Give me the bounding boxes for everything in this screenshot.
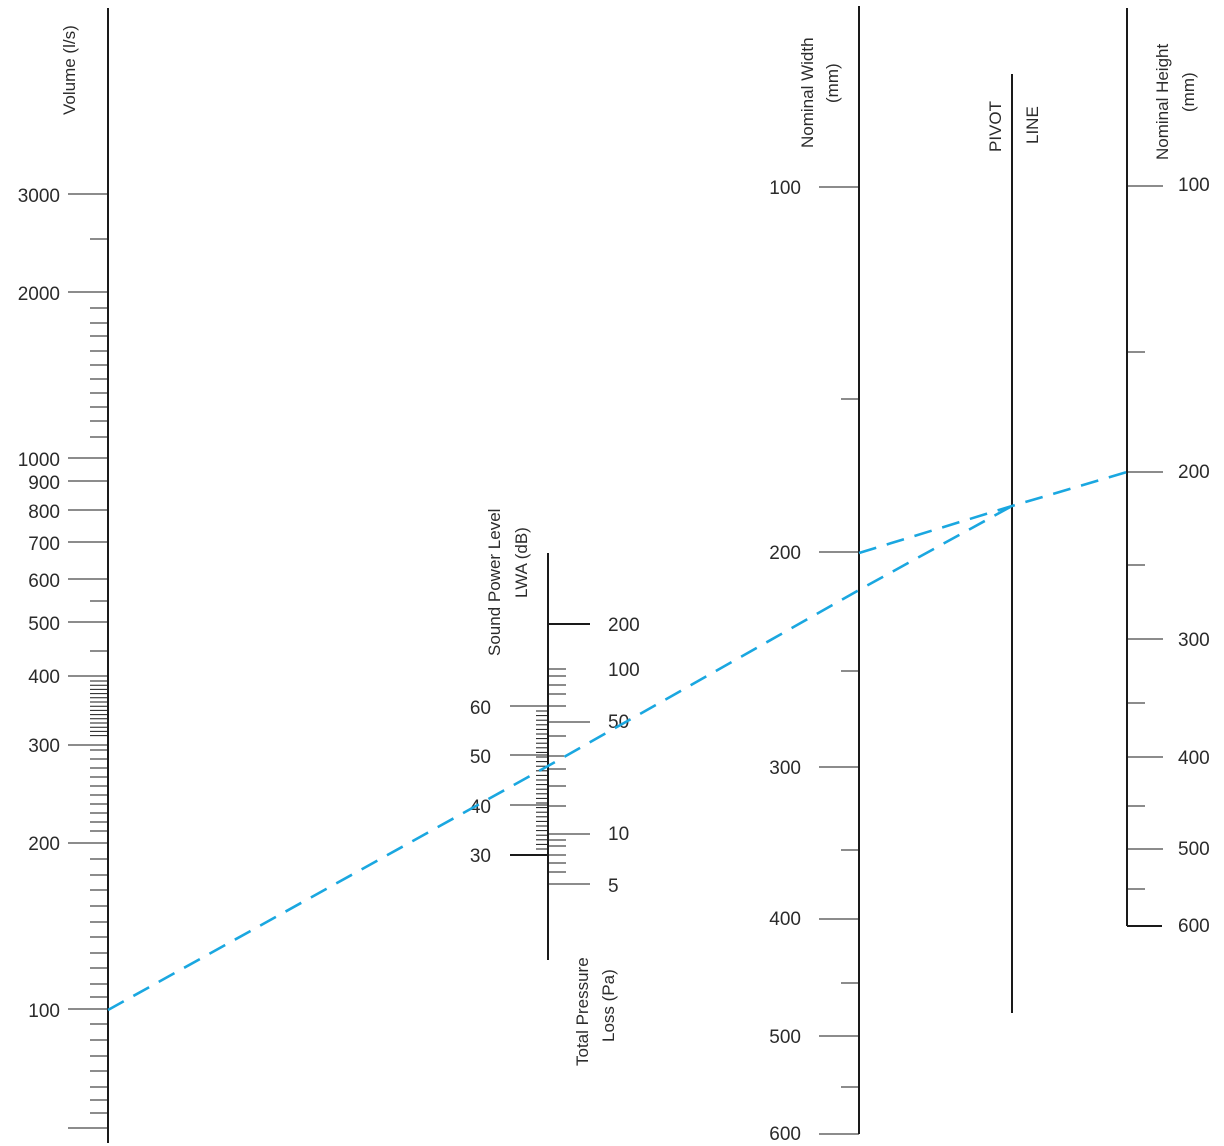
nominal-width-title: Nominal Width (mm) [798,37,842,148]
volume-title-line-1: Volume (l/s) [60,25,79,115]
volume-scale: 3000 2000 1000 900 800 700 600 500 400 3… [18,8,109,1143]
volume-label-800: 800 [28,502,60,523]
pressure-loss-label-10: 10 [608,824,629,845]
volume-tick-labels: 3000 2000 1000 900 800 700 600 500 400 3… [18,186,60,1022]
volume-label-400: 400 [28,667,60,688]
width-label-300: 300 [769,758,801,779]
volume-ticks [68,193,108,1129]
sound-power-title-line-1: Sound Power Level [485,509,504,656]
height-label-600: 600 [1178,916,1210,937]
nominal-width-title-line-2: (mm) [823,63,842,103]
sound-power-tick-labels: 60 50 40 30 [470,698,491,867]
sound-power-title-line-2: LWA (dB) [512,527,531,598]
pressure-loss-label-100: 100 [608,660,640,681]
height-label-200: 200 [1178,462,1210,483]
pivot-line-title-line-2: LINE [1023,106,1042,144]
nominal-width-title-line-1: Nominal Width [798,37,817,148]
nominal-height-scale: 100 200 300 400 500 600 [1126,8,1210,937]
width-label-500: 500 [769,1027,801,1048]
volume-label-700: 700 [28,534,60,555]
sound-power-label-40: 40 [470,797,491,818]
pressure-loss-title-line-1: Total Pressure [573,957,592,1066]
height-label-100: 100 [1178,175,1210,196]
example-line-width-to-height [858,470,1128,555]
sound-power-label-50: 50 [470,747,491,768]
pressure-loss-tick-labels: 200 100 50 10 5 [608,615,640,897]
nominal-height-title-line-2: (mm) [1179,72,1198,112]
nominal-height-title: Nominal Height (mm) [1153,44,1198,160]
width-label-100: 100 [769,178,801,199]
example-route [107,470,1128,1012]
example-line-volume-to-width [107,504,1013,1012]
sound-power-label-30: 30 [470,846,491,867]
pressure-loss-label-5: 5 [608,876,619,897]
nominal-height-ticks [1127,185,1163,890]
height-label-300: 300 [1178,630,1210,651]
pivot-line-title-line-1: PIVOT [986,101,1005,152]
nominal-width-ticks [819,186,859,1135]
pivot-line-title: PIVOT LINE [986,101,1042,152]
nominal-height-tick-labels: 100 200 300 400 500 600 [1178,175,1210,937]
volume-label-200: 200 [28,834,60,855]
pressure-loss-ticks [548,668,590,885]
volume-label-3000: 3000 [18,186,60,207]
volume-label-100: 100 [28,1001,60,1022]
volume-title: Volume (l/s) [60,25,79,115]
nominal-height-title-line-1: Nominal Height [1153,44,1172,160]
pressure-loss-title: Total Pressure Loss (Pa) [573,957,618,1066]
nominal-width-tick-labels: 100 200 300 400 500 600 [769,178,801,1145]
sound-pressure-scale: 60 50 40 30 200 100 50 10 5 [470,553,640,960]
pressure-loss-label-200: 200 [608,615,640,636]
volume-label-300: 300 [28,736,60,757]
volume-label-500: 500 [28,614,60,635]
volume-label-2000: 2000 [18,284,60,305]
volume-label-600: 600 [28,571,60,592]
sound-power-label-60: 60 [470,698,491,719]
volume-label-1000: 1000 [18,450,60,471]
nominal-width-scale: 100 200 300 400 500 600 [769,6,860,1145]
height-label-400: 400 [1178,748,1210,769]
volume-label-900: 900 [28,473,60,494]
pressure-loss-title-line-2: Loss (Pa) [599,969,618,1042]
pressure-loss-label-50: 50 [608,712,629,733]
width-label-400: 400 [769,909,801,930]
width-label-600: 600 [769,1124,801,1145]
height-label-500: 500 [1178,839,1210,860]
width-label-200: 200 [769,543,801,564]
sound-power-title: Sound Power Level LWA (dB) [485,509,531,656]
